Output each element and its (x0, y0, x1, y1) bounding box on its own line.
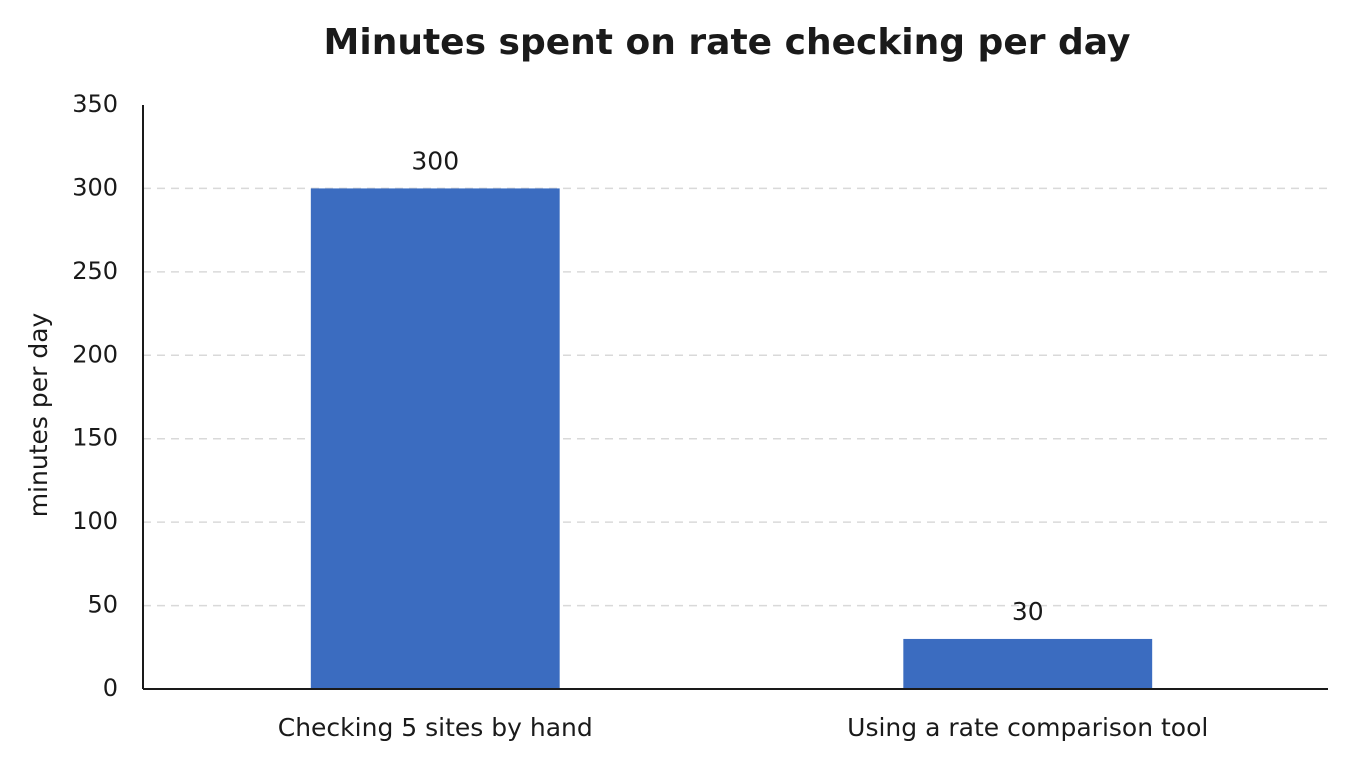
data-label: 30 (1012, 597, 1044, 626)
data-label: 300 (411, 146, 459, 175)
y-tick-label: 100 (72, 507, 118, 535)
y-axis-label: minutes per day (24, 312, 53, 517)
y-tick-label: 250 (72, 257, 118, 285)
y-tick-label: 350 (72, 90, 118, 118)
y-tick-label: 0 (103, 674, 118, 702)
x-tick-label: Using a rate comparison tool (847, 713, 1208, 742)
y-tick-label: 50 (87, 591, 118, 619)
y-tick-label: 200 (72, 340, 118, 368)
y-tick-label: 300 (72, 173, 118, 201)
bar (310, 188, 560, 689)
x-tick-label: Checking 5 sites by hand (278, 713, 593, 742)
y-tick-label: 150 (72, 424, 118, 452)
bar (903, 638, 1153, 689)
chart-title: Minutes spent on rate checking per day (324, 22, 1131, 63)
